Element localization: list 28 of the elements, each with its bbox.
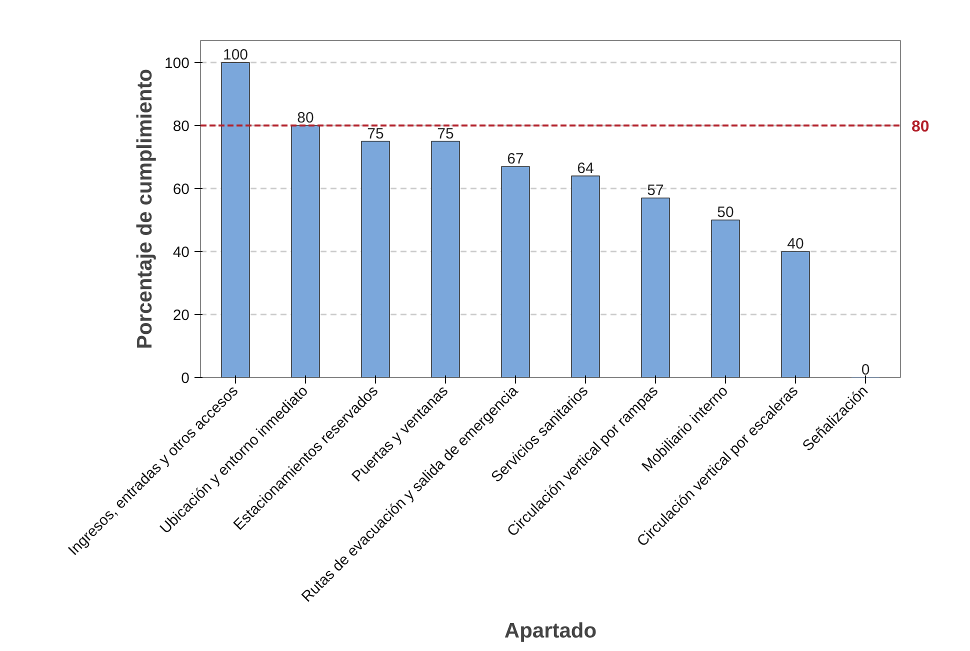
data-label: 75 xyxy=(367,125,384,142)
y-tick-label: 80 xyxy=(172,118,190,136)
data-label: 75 xyxy=(437,125,454,142)
bar xyxy=(291,125,320,378)
y-tick-label: 0 xyxy=(181,370,190,387)
x-axis-title: Apartado xyxy=(504,620,597,643)
y-tick-label: 20 xyxy=(172,307,190,324)
data-label: 64 xyxy=(577,160,594,177)
bar xyxy=(501,166,530,378)
bar xyxy=(431,140,460,378)
bar xyxy=(711,220,740,378)
bar xyxy=(221,62,250,378)
bar xyxy=(781,251,810,378)
data-label: 100 xyxy=(222,46,248,64)
data-label: 67 xyxy=(507,150,524,168)
bar xyxy=(361,140,390,378)
ref-line-label: 80 xyxy=(912,118,930,136)
data-label: 0 xyxy=(861,362,870,378)
data-label: 57 xyxy=(647,182,664,199)
y-tick-label: 40 xyxy=(172,244,190,262)
data-label: 40 xyxy=(787,236,804,253)
data-label: 80 xyxy=(297,110,314,127)
data-label: 50 xyxy=(717,204,734,222)
bar xyxy=(641,198,670,378)
y-tick-label: 100 xyxy=(164,55,190,72)
bar xyxy=(571,176,600,378)
y-axis-title: Porcentaje de cumplimiento xyxy=(133,68,156,350)
y-tick-label: 60 xyxy=(172,181,190,198)
